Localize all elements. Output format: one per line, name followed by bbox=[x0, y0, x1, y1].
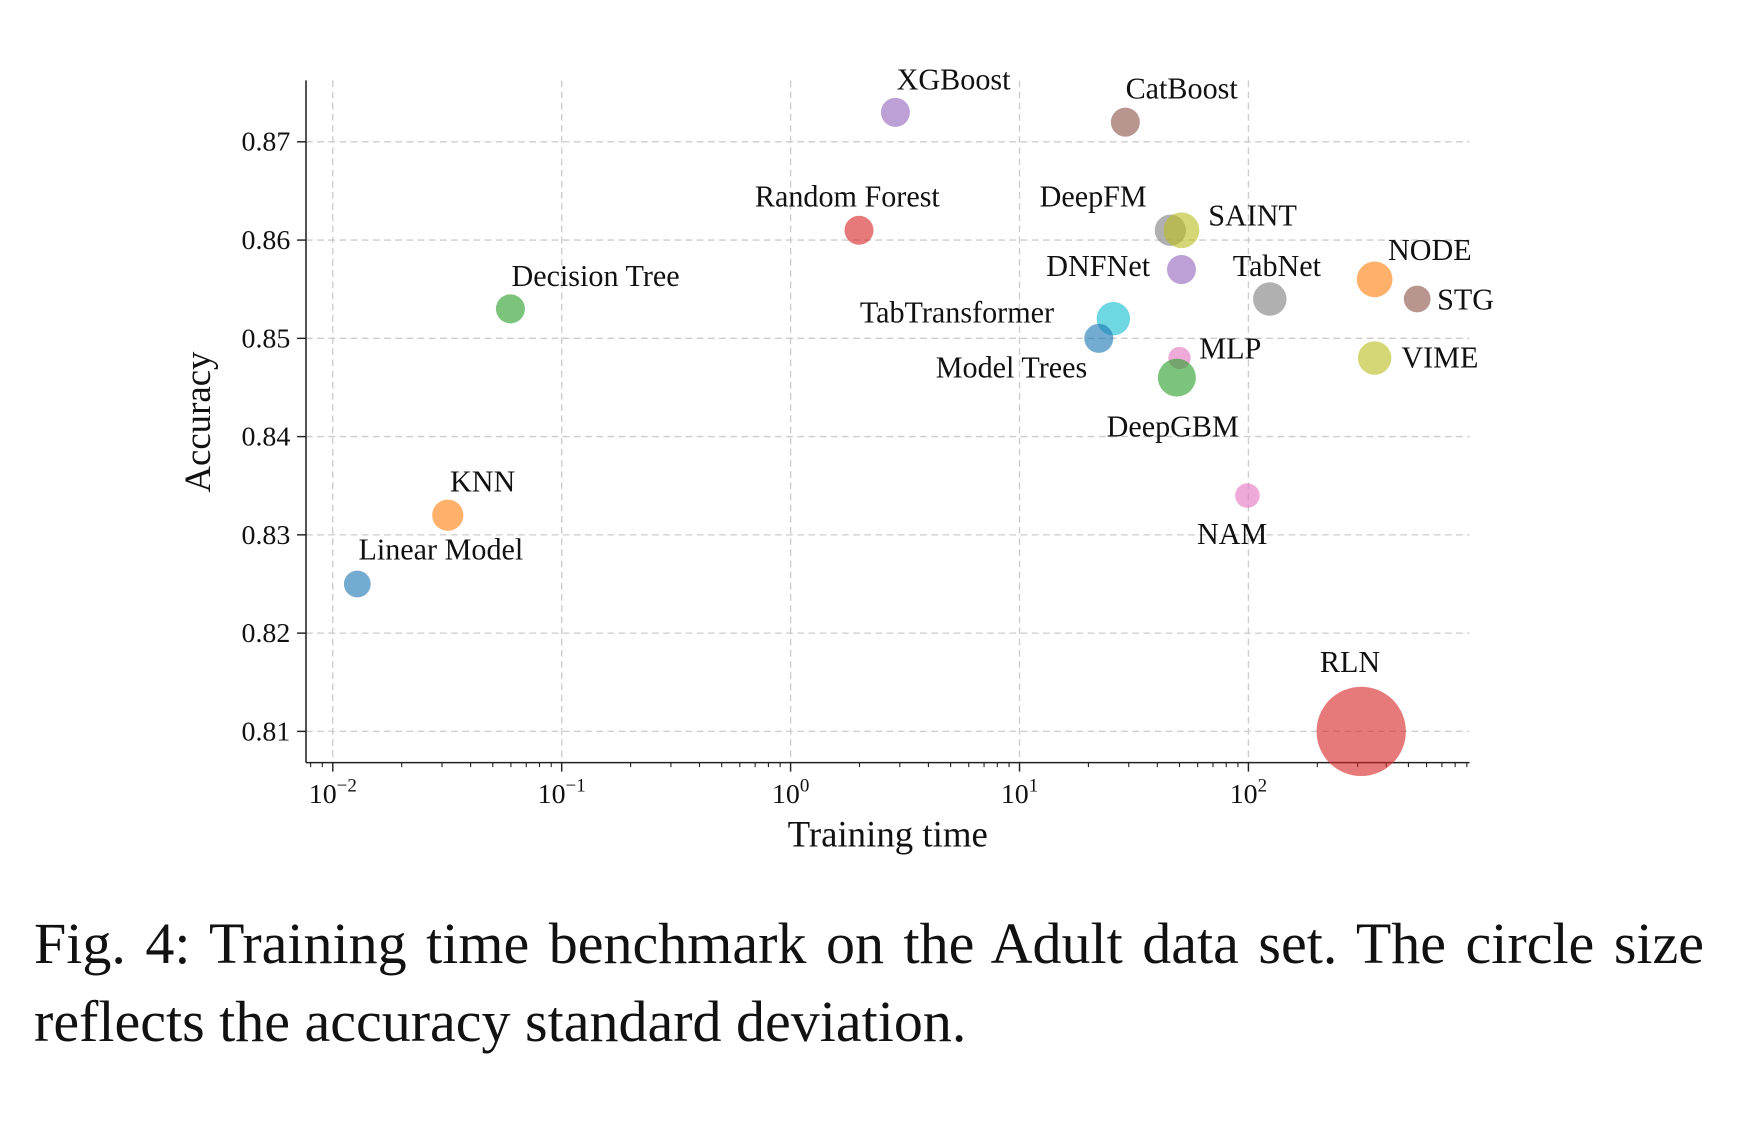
axes: 10−2 10−1 100 101 102 0.81 0.82 0.83 0.84 0.85 0.8… bbox=[242, 80, 1470, 810]
x-tick-label: 10−2 bbox=[309, 776, 357, 810]
y-tick-label: 0.81 bbox=[242, 716, 291, 747]
data-point bbox=[1166, 255, 1196, 285]
y-tick-label: 0.87 bbox=[242, 127, 291, 158]
x-tick-label: 10−1 bbox=[538, 776, 586, 810]
data-point bbox=[1403, 285, 1431, 313]
data-point bbox=[1253, 282, 1287, 316]
data-point-label: NAM bbox=[1197, 517, 1267, 551]
data-point-label: RLN bbox=[1320, 645, 1380, 679]
y-tick-label: 0.82 bbox=[242, 618, 291, 649]
data-point-label: MLP bbox=[1199, 331, 1261, 365]
y-tick-label: 0.86 bbox=[242, 225, 291, 256]
scatter-chart: 10−2 10−1 100 101 102 0.81 0.82 0.83 0.84 0.85 0.8… bbox=[177, 62, 1494, 854]
grid bbox=[305, 80, 1470, 763]
data-point bbox=[495, 294, 525, 324]
data-point bbox=[880, 97, 910, 127]
data-point-label: Model Trees bbox=[936, 350, 1087, 384]
data-point-label: Random Forest bbox=[755, 180, 941, 214]
point-labels: Linear Model KNN Decision Tree Random Fores… bbox=[358, 62, 1494, 679]
data-point-label: SAINT bbox=[1208, 199, 1297, 233]
data-point-label: DNFNet bbox=[1046, 249, 1150, 283]
data-point-label: NODE bbox=[1388, 233, 1472, 267]
y-tick-label: 0.83 bbox=[242, 520, 291, 551]
x-tick-label: 101 bbox=[1001, 776, 1038, 810]
x-tick-label: 100 bbox=[772, 776, 809, 810]
data-point-label: KNN bbox=[450, 464, 516, 498]
y-axis-label: Accuracy bbox=[177, 351, 218, 493]
data-point bbox=[432, 499, 464, 531]
data-point-label: TabNet bbox=[1233, 249, 1322, 283]
x-axis-label: Training time bbox=[788, 813, 988, 854]
x-tick-label: 102 bbox=[1230, 776, 1267, 810]
data-point bbox=[1084, 323, 1114, 353]
data-point bbox=[1356, 261, 1393, 298]
data-point-label: VIME bbox=[1401, 340, 1478, 374]
data-point-label: DeepGBM bbox=[1107, 410, 1239, 444]
data-point-label: DeepFM bbox=[1040, 180, 1147, 214]
data-point bbox=[1163, 212, 1200, 249]
data-point-label: Decision Tree bbox=[511, 259, 679, 293]
data-point bbox=[343, 570, 371, 598]
data-point-label: XGBoost bbox=[897, 62, 1011, 96]
data-point bbox=[1316, 686, 1406, 777]
data-point bbox=[1357, 341, 1392, 375]
data-point-label: CatBoost bbox=[1126, 71, 1239, 105]
data-point-label: TabTransformer bbox=[860, 296, 1054, 330]
figure-caption: Fig. 4: Training time benchmark on the A… bbox=[34, 911, 1704, 1054]
y-tick-label: 0.84 bbox=[242, 422, 291, 453]
data-point-label: Linear Model bbox=[358, 532, 523, 566]
data-point bbox=[1235, 483, 1260, 508]
data-point bbox=[844, 215, 874, 245]
y-tick-label: 0.85 bbox=[242, 323, 291, 354]
data-point bbox=[1110, 107, 1140, 137]
data-point bbox=[1157, 358, 1196, 397]
points bbox=[343, 97, 1431, 777]
data-point-label: STG bbox=[1437, 282, 1494, 316]
